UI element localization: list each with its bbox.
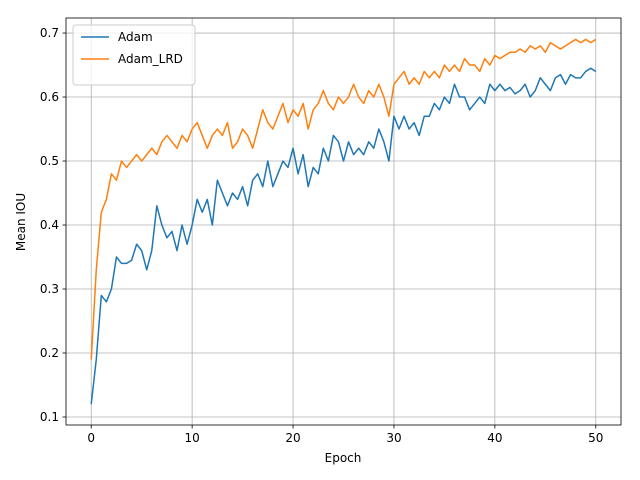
x-tick-label: 10: [184, 431, 199, 445]
data-line: [90, 38, 597, 360]
y-tick-label: 0.1: [40, 410, 59, 424]
y-tick-label: 0.3: [40, 282, 59, 296]
x-tick-label: 0: [87, 431, 95, 445]
x-tick-label: 20: [285, 431, 300, 445]
legend-label: Adam: [118, 30, 153, 44]
legend-box: [72, 24, 196, 86]
y-tick-label: 0.5: [40, 154, 59, 168]
y-tick-label: 0.6: [40, 90, 59, 104]
x-tick-label: 50: [588, 431, 603, 445]
plot-frame: [65, 17, 622, 426]
y-axis-label: Mean IOU: [14, 193, 28, 251]
x-tick-label: 40: [487, 431, 502, 445]
y-tick-label: 0.2: [40, 346, 59, 360]
y-tick-label: 0.4: [40, 218, 59, 232]
data-line: [90, 67, 597, 405]
legend-label: Adam_LRD: [118, 52, 183, 66]
y-tick-label: 0.7: [40, 26, 59, 40]
x-tick-label: 30: [386, 431, 401, 445]
x-axis-label: Epoch: [325, 451, 362, 465]
